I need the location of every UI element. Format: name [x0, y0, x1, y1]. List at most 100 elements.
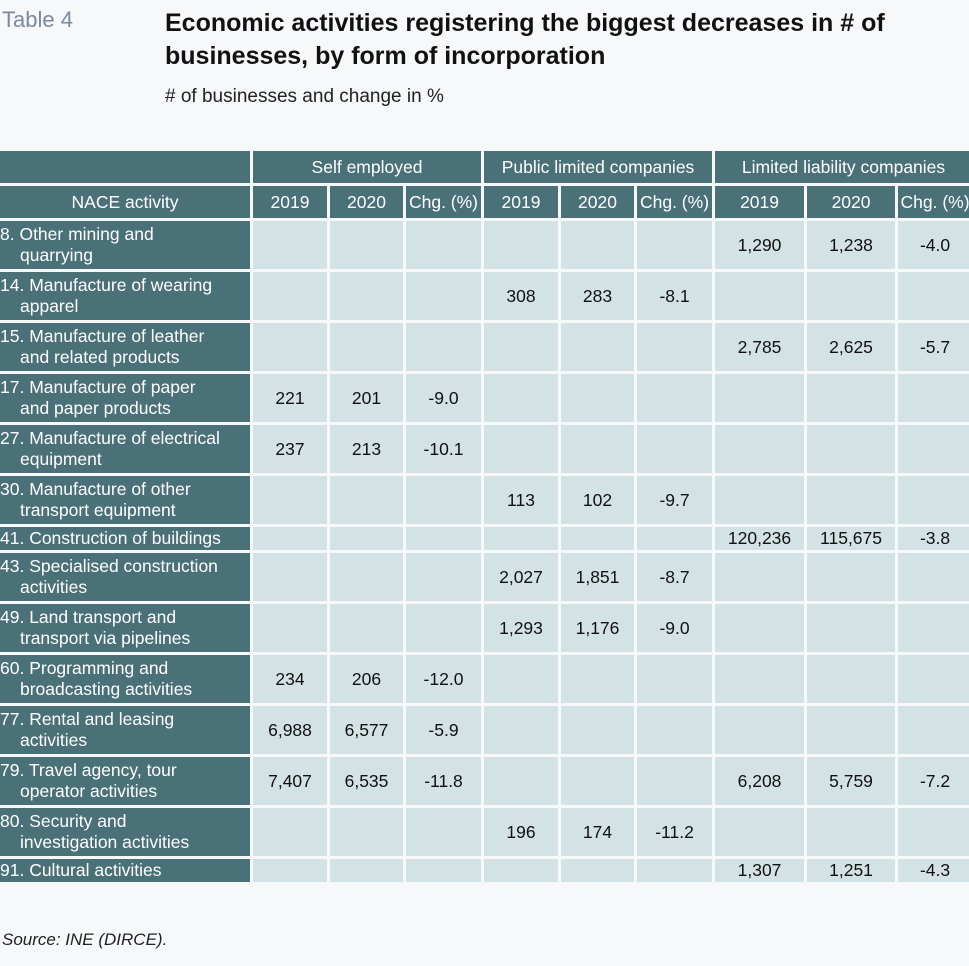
table-subtitle: # of businesses and change in % — [165, 86, 444, 107]
value-cell — [406, 859, 481, 882]
activity-name: 30. Manufacture of other — [0, 479, 191, 499]
activity-cell: 8. Other mining and quarrying — [0, 221, 250, 269]
activity-name: 60. Programming and — [0, 658, 169, 678]
value-cell — [253, 808, 327, 856]
table-row: 41. Construction of buildings 120,236 115,… — [0, 527, 969, 550]
value-cell — [330, 859, 403, 882]
activity-name-continued: broadcasting activities — [20, 679, 193, 699]
value-cell: -3.8 — [898, 527, 969, 550]
column-header-change: Chg. (%) — [637, 186, 713, 218]
table-row: 79. Travel agency, tour operator activiti… — [0, 757, 969, 805]
value-cell — [898, 476, 969, 524]
value-cell — [715, 655, 805, 703]
value-cell: 308 — [484, 272, 558, 320]
activity-name: 43. Specialised construction — [0, 556, 218, 576]
value-cell — [807, 374, 896, 422]
activity-name-continued: investigation activities — [20, 832, 190, 852]
value-cell — [807, 476, 896, 524]
table-row: 77. Rental and leasing activities 6,988 6,5… — [0, 706, 969, 754]
value-cell — [637, 655, 713, 703]
table-row: 8. Other mining and quarrying 1,290 1,238 -4… — [0, 221, 969, 269]
value-cell: 120,236 — [715, 527, 805, 550]
column-header-2019: 2019 — [715, 186, 805, 218]
value-cell — [807, 425, 896, 473]
value-cell — [330, 272, 403, 320]
value-cell — [406, 323, 481, 371]
group-header-row: Self employed Public limited companies L… — [0, 151, 969, 183]
value-cell: 221 — [253, 374, 327, 422]
value-cell — [637, 859, 713, 882]
value-cell: -7.2 — [898, 757, 969, 805]
value-cell — [253, 323, 327, 371]
value-cell — [484, 757, 558, 805]
activity-name: 91. Cultural activities — [0, 860, 162, 880]
column-header-2019: 2019 — [484, 186, 558, 218]
value-cell — [637, 374, 713, 422]
value-cell: 283 — [561, 272, 634, 320]
value-cell — [406, 527, 481, 550]
activity-cell: 27. Manufacture of electrical equipment — [0, 425, 250, 473]
activity-name: 15. Manufacture of leather — [0, 326, 205, 346]
value-cell: -11.8 — [406, 757, 481, 805]
value-cell: 237 — [253, 425, 327, 473]
value-cell: 196 — [484, 808, 558, 856]
value-cell — [253, 553, 327, 601]
value-cell — [715, 604, 805, 652]
table-row: 27. Manufacture of electrical equipment 23… — [0, 425, 969, 473]
value-cell — [807, 553, 896, 601]
column-header-2019: 2019 — [253, 186, 327, 218]
value-cell: 6,208 — [715, 757, 805, 805]
activity-cell: 17. Manufacture of paper and paper produc… — [0, 374, 250, 422]
value-cell: 174 — [561, 808, 634, 856]
value-cell — [330, 553, 403, 601]
activity-cell: 79. Travel agency, tour operator activiti… — [0, 757, 250, 805]
table-number-label: Table 4 — [2, 7, 73, 32]
activity-cell: 77. Rental and leasing activities — [0, 706, 250, 754]
activity-cell: 49. Land transport and transport via pipe… — [0, 604, 250, 652]
value-cell — [637, 221, 713, 269]
value-cell — [637, 706, 713, 754]
value-cell: 2,625 — [807, 323, 896, 371]
value-cell — [898, 706, 969, 754]
value-cell: 201 — [330, 374, 403, 422]
value-cell — [561, 655, 634, 703]
table-row: 17. Manufacture of paper and paper produc… — [0, 374, 969, 422]
value-cell — [807, 706, 896, 754]
value-cell: 1,307 — [715, 859, 805, 882]
value-cell: -8.7 — [637, 553, 713, 601]
data-table: Self employed Public limited companies L… — [0, 148, 969, 885]
value-cell — [484, 221, 558, 269]
activity-name-continued: and paper products — [20, 398, 171, 418]
value-cell: 1,851 — [561, 553, 634, 601]
value-cell — [330, 808, 403, 856]
activity-cell: 43. Specialised construction activities — [0, 553, 250, 601]
activity-name: 8. Other mining and — [0, 224, 154, 244]
group-header-public-limited: Public limited companies — [484, 151, 713, 183]
activity-cell: 41. Construction of buildings — [0, 527, 250, 550]
column-header-2020: 2020 — [807, 186, 896, 218]
value-cell — [561, 527, 634, 550]
value-cell — [898, 604, 969, 652]
value-cell — [406, 604, 481, 652]
value-cell: 6,577 — [330, 706, 403, 754]
value-cell — [253, 604, 327, 652]
activity-name-continued: transport via pipelines — [20, 628, 191, 648]
value-cell — [253, 859, 327, 882]
value-cell — [561, 323, 634, 371]
value-cell — [406, 272, 481, 320]
value-cell — [561, 221, 634, 269]
value-cell: -9.7 — [637, 476, 713, 524]
table-row: 91. Cultural activities 1,307 1,251 -4.3 — [0, 859, 969, 882]
table-row: 14. Manufacture of wearing apparel 308 283-… — [0, 272, 969, 320]
value-cell — [484, 323, 558, 371]
value-cell — [484, 374, 558, 422]
value-cell — [406, 221, 481, 269]
value-cell — [253, 476, 327, 524]
value-cell: 113 — [484, 476, 558, 524]
activity-name-continued: transport equipment — [20, 500, 176, 520]
value-cell: -8.1 — [637, 272, 713, 320]
value-cell — [484, 655, 558, 703]
table-title: Economic activities registering the bigg… — [165, 9, 885, 70]
value-cell — [637, 757, 713, 805]
group-header-limited-liability: Limited liability companies — [715, 151, 969, 183]
